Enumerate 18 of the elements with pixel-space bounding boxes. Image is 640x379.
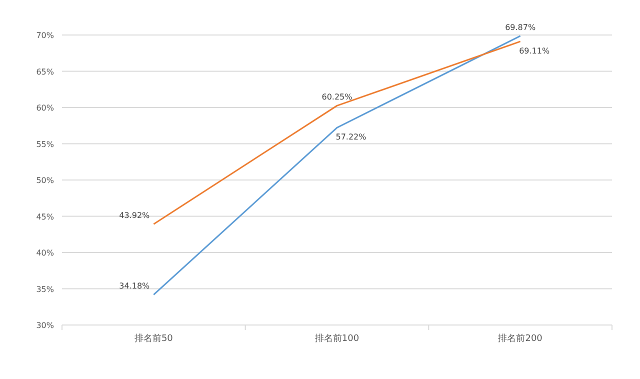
data-label: 69.11% <box>519 46 550 56</box>
y-tick-label: 55% <box>36 140 54 149</box>
y-tick-label: 40% <box>36 248 54 258</box>
y-tick-label: 45% <box>36 212 54 222</box>
x-tick-label: 排名前200 <box>498 333 543 344</box>
y-tick-label: 70% <box>36 31 54 40</box>
y-tick-label: 50% <box>36 176 54 185</box>
y-tick-label: 60% <box>36 104 54 112</box>
y-tick-label: 30% <box>36 321 54 330</box>
data-label: 43.92% <box>119 211 150 220</box>
data-label: 57.22% <box>336 132 367 142</box>
x-tick-label: 排名前100 <box>314 333 360 344</box>
y-tick-label: 65% <box>36 67 54 76</box>
data-label: 34.18% <box>119 282 150 291</box>
y-tick-label: 35% <box>36 284 54 294</box>
data-label: 60.25% <box>322 92 353 102</box>
data-label: 69.87% <box>505 22 536 32</box>
x-tick-label: 排名前50 <box>134 333 174 344</box>
